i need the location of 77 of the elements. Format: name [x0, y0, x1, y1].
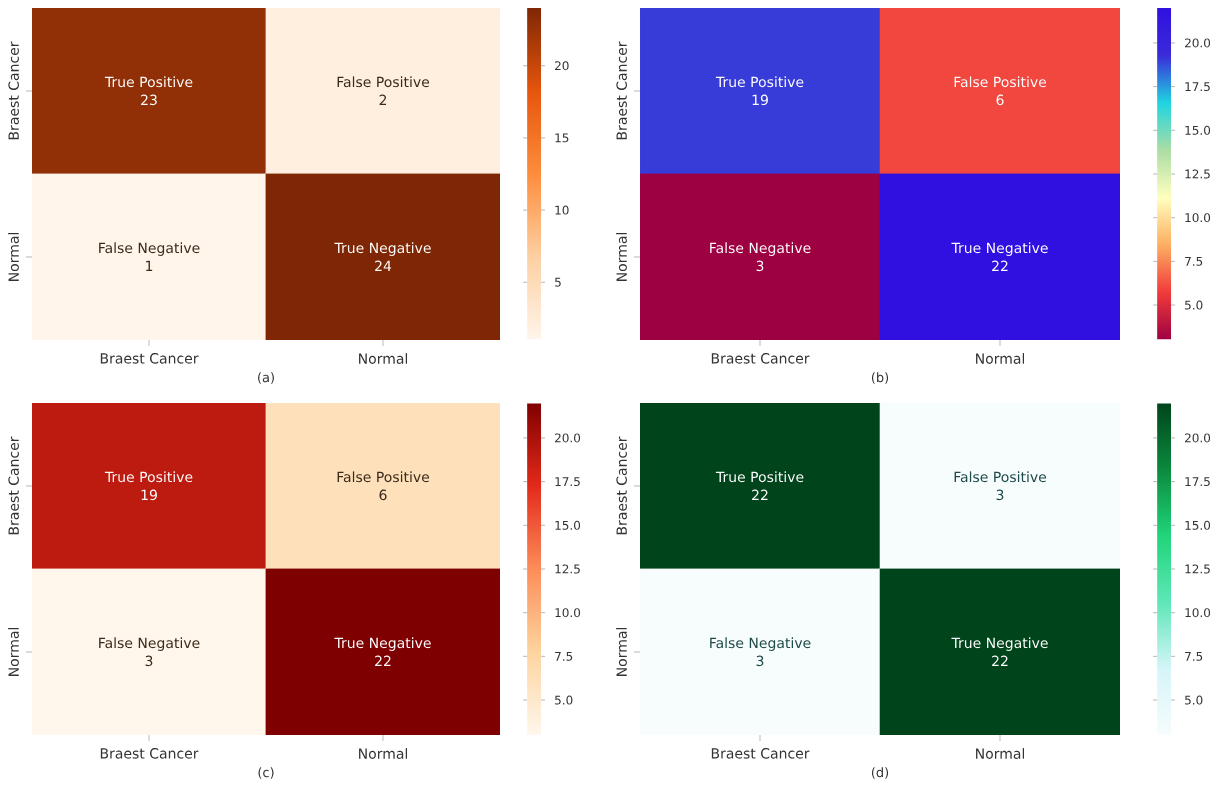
y-tick-label: Braest Cancer: [616, 436, 627, 535]
annotation: True Positive: [715, 471, 804, 483]
color-bar-label: 15: [555, 133, 569, 143]
y-tick-label: Normal: [8, 232, 19, 281]
y-tick-label: Braest Cancer: [8, 436, 19, 535]
annotation: True Negative: [951, 242, 1048, 256]
data-label: 6: [379, 489, 387, 501]
color-bar-label: 7.5: [555, 651, 573, 661]
text: (c): [258, 767, 274, 779]
annotation: True Negative: [334, 242, 431, 256]
data-label: 19: [141, 489, 157, 501]
x-tick-label: Normal: [976, 353, 1025, 364]
annotation: False Positive: [337, 471, 430, 483]
color-bar-label: 5.0: [555, 695, 573, 705]
x-tick-label: Braest Cancer: [100, 353, 199, 364]
data-label: 22: [992, 655, 1008, 666]
data-label: 3: [996, 489, 1004, 501]
annotation: False Negative: [710, 637, 811, 651]
y-tick-label: Normal: [616, 627, 627, 676]
color-bar-label: 5.0: [1185, 695, 1203, 705]
annotation: False Negative: [99, 637, 200, 651]
color-bar-label: 12.5: [1185, 169, 1210, 179]
x-tick-label: Normal: [359, 353, 408, 364]
data-label: 6: [996, 94, 1004, 106]
color-bar-label: 10: [555, 205, 569, 215]
color-bar-label: 10.0: [555, 608, 581, 618]
annotation: True Positive: [104, 471, 193, 483]
data-label: 3: [145, 655, 153, 667]
data-label: 19: [752, 94, 768, 106]
annotation: True Negative: [334, 637, 431, 651]
x-tick-label: Normal: [976, 748, 1025, 759]
annotation: False Positive: [337, 76, 430, 88]
annotation: True Negative: [951, 637, 1048, 651]
x-tick-label: Normal: [359, 748, 408, 759]
color-bar-label: 10.0: [1185, 213, 1211, 223]
data-label: 24: [375, 260, 392, 271]
text: (a): [258, 372, 274, 384]
color-bar-label: 12.5: [1185, 564, 1210, 574]
x-tick-label: Braest Cancer: [100, 748, 199, 759]
annotation: False Positive: [954, 76, 1047, 88]
color-bar-label: 7.5: [1185, 256, 1203, 266]
text: (d): [871, 767, 889, 779]
y-tick-label: Normal: [8, 627, 19, 676]
color-bar-label: 15.0: [1185, 125, 1211, 135]
color-bar-label: 17.5: [1185, 477, 1210, 487]
color-bar-label: 15.0: [555, 520, 581, 530]
annotation: True Positive: [104, 76, 193, 88]
data-label: 3: [756, 655, 764, 667]
color-bar-label: 7.5: [1185, 651, 1203, 661]
color-bar-label: 15.0: [1185, 520, 1211, 530]
color-bar-label: 20.0: [1185, 433, 1211, 443]
y-tick-label: Normal: [616, 232, 627, 281]
data-label: 3: [756, 260, 764, 272]
data-label: 22: [752, 489, 768, 500]
data-label: 2: [379, 94, 387, 105]
data-label: 1: [146, 260, 153, 271]
color-bar-label: 10.0: [1185, 608, 1211, 618]
color-bar-label: 17.5: [1185, 82, 1210, 92]
color-bar-label: 20.0: [1185, 38, 1211, 48]
x-tick-label: Braest Cancer: [711, 353, 810, 364]
color-bar-label: 20.0: [555, 433, 581, 443]
text: (b): [871, 372, 889, 384]
y-tick-label: Braest Cancer: [616, 41, 627, 140]
color-bar-label: 17.5: [555, 477, 580, 487]
color-bar-label: 5: [555, 277, 561, 287]
annotation: False Positive: [954, 471, 1047, 483]
annotation: True Positive: [715, 76, 804, 88]
data-label: 22: [992, 260, 1008, 271]
annotation: False Negative: [99, 242, 200, 256]
y-tick-label: Braest Cancer: [8, 41, 19, 140]
color-bar-label: 20: [555, 61, 569, 71]
annotation: False Negative: [710, 242, 811, 256]
data-label: 22: [375, 655, 391, 666]
color-bar-label: 5.0: [1185, 300, 1203, 310]
x-tick-label: Braest Cancer: [711, 748, 810, 759]
color-bar-label: 12.5: [555, 564, 580, 574]
data-label: 23: [141, 94, 157, 106]
